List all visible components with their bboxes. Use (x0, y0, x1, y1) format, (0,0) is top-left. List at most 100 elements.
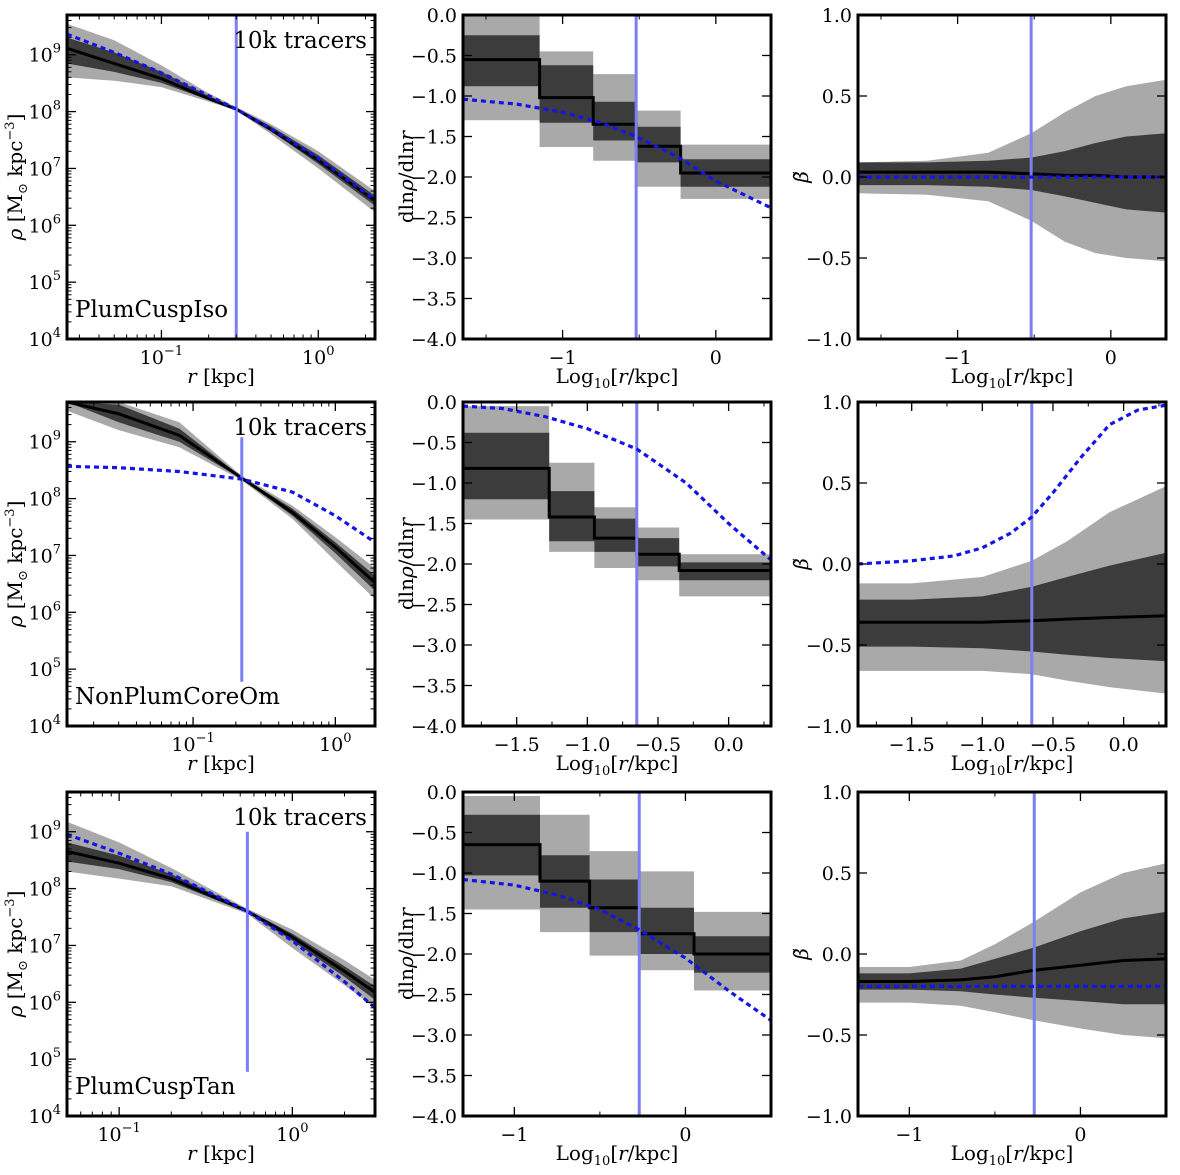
panel-beta-plumcusptan: −1 0 −1.0 −0.5 0.0 0.5 1.0 Log10[r/kpc] β̃ (789, 782, 1168, 1169)
plot-area (67, 402, 375, 682)
panel-slope-plumcusptan: −1 0 −4.0 −3.5 −3.0 −2.5 −2.0 −1.5 −1.0 −0.5 0.0 Lo… (394, 782, 773, 1169)
y-tick-label: −3.5 (411, 289, 457, 311)
x-tick-label: −1.0 (564, 734, 610, 756)
y-tick-label: −1.0 (411, 863, 457, 885)
true-profile-line (463, 877, 771, 1022)
plot-area (463, 15, 771, 339)
x-tick-label: 0 (710, 347, 722, 369)
true-profile-line (463, 404, 771, 562)
tracers-label: 10k tracers (233, 805, 367, 831)
panel-beta-plumcuspiso: −1 0 −1.0 −0.5 0.0 0.5 1.0 Log10[r/kpc] β̃ (789, 5, 1168, 392)
y-tick-label: −0.5 (411, 433, 457, 455)
y-axis-label: β̃ (789, 171, 813, 184)
y-tick-label: 108 (29, 876, 61, 901)
true-profile-line (463, 97, 771, 210)
y-tick-label: 108 (29, 486, 61, 511)
x-tick-label: 100 (276, 1121, 308, 1146)
y-tick-label: 104 (29, 713, 61, 738)
tracers-label: 10k tracers (233, 28, 367, 54)
y-tick-label: 109 (29, 429, 61, 454)
x-axis-label: Log10[r/kpc] (951, 751, 1074, 779)
y-tick-label: 109 (29, 42, 61, 67)
y-tick-label: 106 (29, 212, 61, 237)
x-axis-label: r [kpc] (187, 1141, 255, 1165)
y-tick-label: −2.5 (411, 985, 457, 1007)
y-tick-label: −2.0 (411, 554, 457, 576)
panel-density-plumcusptan: 10−1 100 104 105 106 107 108 109 r [kpc] ρ [M⊙ kp… (3, 790, 377, 1165)
y-tick-label: 109 (29, 819, 61, 844)
y-tick-label: −0.5 (806, 635, 852, 657)
y-axis-label: ρ [M⊙ kpc−3] (3, 501, 31, 629)
inner-confidence-band (67, 842, 375, 1000)
plot-area (67, 821, 375, 1072)
x-tick-label: −1.0 (959, 734, 1005, 756)
y-tick-label: −2.5 (411, 208, 457, 230)
y-tick-label: −3.0 (411, 1025, 457, 1047)
y-tick-label: −1.5 (411, 904, 457, 926)
y-tick-label: −0.5 (806, 248, 852, 270)
y-tick-label: 1.0 (822, 782, 852, 804)
plot-area (463, 792, 771, 1116)
x-tick-label: 10−1 (171, 731, 214, 756)
y-axis-label: β̃ (789, 948, 813, 961)
y-tick-label: −1.0 (806, 329, 852, 351)
x-axis-label: Log10[r/kpc] (951, 364, 1074, 392)
y-tick-label: −2.5 (411, 595, 457, 617)
model-label: PlumCuspIso (75, 297, 228, 323)
y-axis-label: ρ [M⊙ kpc−3] (3, 114, 31, 242)
x-axis-label: r [kpc] (187, 364, 255, 388)
y-tick-label: −2.0 (411, 944, 457, 966)
y-tick-label: 104 (29, 326, 61, 351)
y-axis-label: dlnρ/dlnr (394, 516, 418, 610)
x-tick-label: 10−1 (97, 1121, 140, 1146)
y-tick-label: 108 (29, 99, 61, 124)
panel-density-nonplumcoreom: 10−1 100 104 105 106 107 108 109 r [kpc] ρ [M⊙ kp… (3, 400, 377, 775)
median-line (463, 466, 771, 572)
plot-area (858, 402, 1166, 726)
y-tick-label: 0.5 (822, 863, 852, 885)
x-tick-label: 0 (1074, 1124, 1086, 1146)
inner-confidence-band (67, 37, 375, 206)
y-tick-label: 0.0 (427, 5, 457, 27)
x-tick-label: 10−1 (140, 344, 183, 369)
y-tick-label: −1.5 (411, 514, 457, 536)
true-profile-line (858, 403, 1166, 566)
median-line (858, 957, 1166, 983)
outer-confidence-band (67, 402, 375, 600)
y-tick-label: −3.5 (411, 676, 457, 698)
x-axis-label: r [kpc] (187, 751, 255, 775)
tracers-label: 10k tracers (233, 415, 367, 441)
x-tick-label: 100 (319, 731, 351, 756)
y-tick-label: −1.0 (411, 86, 457, 108)
x-tick-label: −1.5 (889, 734, 935, 756)
y-tick-label: 106 (29, 599, 61, 624)
x-tick-label: 0 (1105, 347, 1117, 369)
x-tick-label: −1 (549, 347, 577, 369)
x-axis-label: Log10[r/kpc] (556, 751, 679, 779)
y-tick-label: −4.0 (411, 329, 457, 351)
y-tick-label: 1.0 (822, 392, 852, 414)
x-axis-label: Log10[r/kpc] (556, 364, 679, 392)
y-tick-label: −1.0 (411, 473, 457, 495)
y-axis-label: dlnρ/dlnr (394, 129, 418, 223)
median-line (463, 843, 771, 956)
y-tick-label: 0.0 (822, 167, 852, 189)
y-axis-label: β̃ (789, 558, 813, 571)
x-tick-label: −1 (895, 1124, 923, 1146)
panel-slope-plumcuspiso: −1 0 −4.0 −3.5 −3.0 −2.5 −2.0 −1.5 −1.0 −0.5 0.0 Lo… (394, 5, 773, 392)
x-axis-label: Log10[r/kpc] (951, 1141, 1074, 1169)
y-axis-label: ρ [M⊙ kpc−3] (3, 891, 31, 1019)
y-tick-label: 105 (29, 1046, 61, 1071)
y-tick-label: −0.5 (411, 823, 457, 845)
y-tick-label: −4.0 (411, 1106, 457, 1128)
y-tick-label: 106 (29, 989, 61, 1014)
y-tick-label: −0.5 (411, 46, 457, 68)
x-tick-label: 0.0 (1109, 734, 1139, 756)
x-tick-label: −0.5 (635, 734, 681, 756)
plot-area (463, 402, 771, 726)
y-tick-label: 105 (29, 656, 61, 681)
y-tick-label: −2.0 (411, 167, 457, 189)
y-tick-label: −0.5 (806, 1025, 852, 1047)
plot-area (858, 15, 1166, 339)
y-tick-label: 0.5 (822, 473, 852, 495)
